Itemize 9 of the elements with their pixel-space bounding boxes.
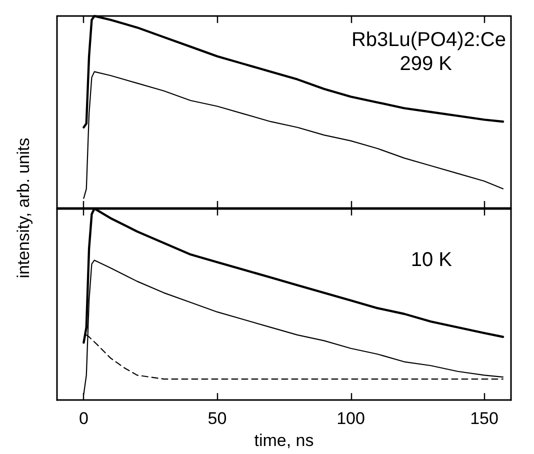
annotation: Rb3Lu(PO4)2:Ce: [351, 29, 506, 51]
x-tick-label: 0: [78, 409, 88, 428]
annotation: 10 K: [410, 249, 453, 271]
x-tick-label: 100: [336, 409, 365, 428]
x-axis-title: time, ns: [254, 431, 314, 450]
y-axis-title: intensity, arb. units: [14, 138, 34, 278]
annotation: 299 K: [400, 53, 453, 75]
x-tick-label: 50: [208, 409, 227, 428]
x-tick-label: 150: [470, 409, 498, 428]
